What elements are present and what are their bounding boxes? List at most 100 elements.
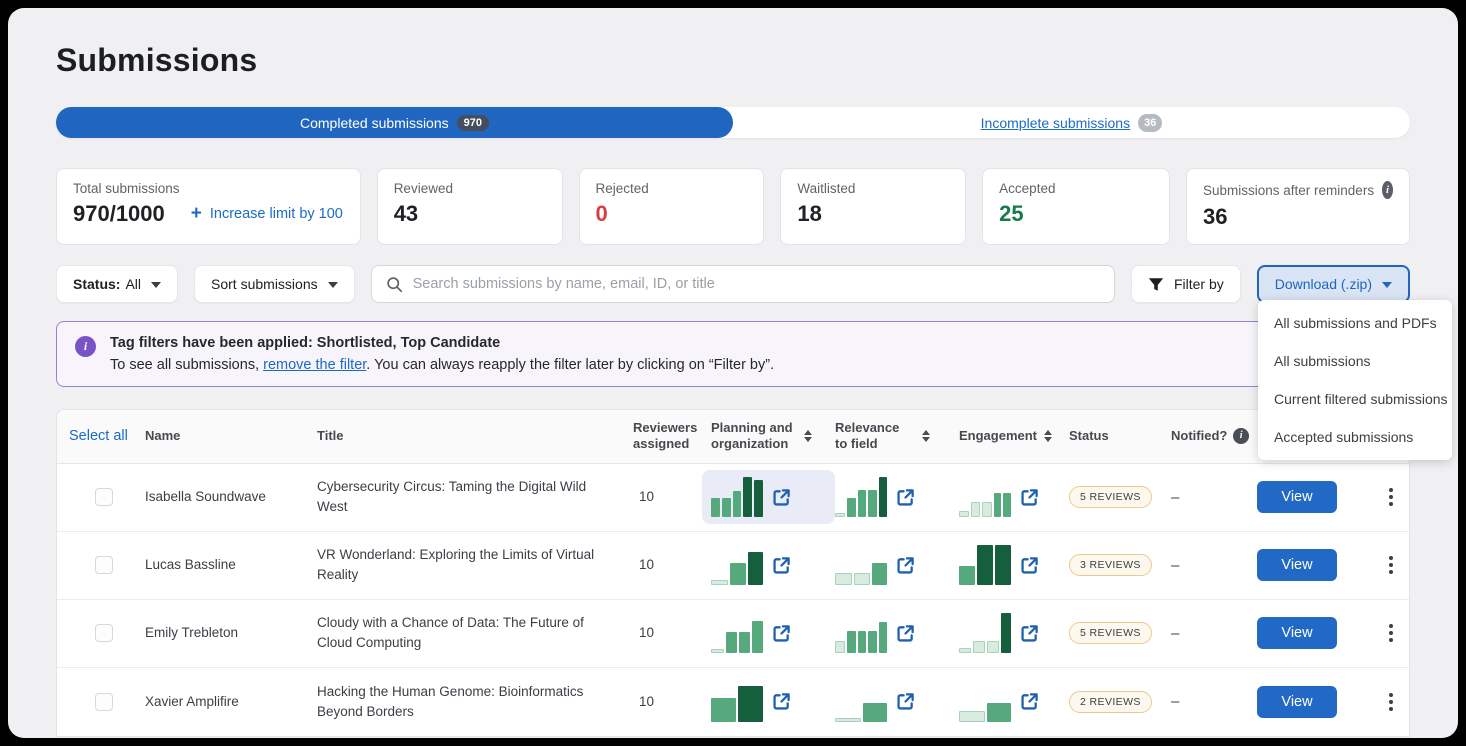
submission-title: Hacking the Human Genome: Bioinformatics…: [317, 682, 633, 721]
filter-by-button[interactable]: Filter by: [1131, 265, 1241, 303]
table-row: Lucas Bassline VR Wonderland: Exploring …: [57, 532, 1409, 600]
planning-organization-mini-bar-chart: [711, 613, 763, 653]
search-input[interactable]: [413, 276, 1100, 292]
relevance-to-field-chart: [835, 545, 959, 585]
view-button[interactable]: View: [1257, 617, 1337, 649]
stat-card-rejected: Rejected 0: [579, 168, 765, 245]
chart-bar: [959, 648, 971, 653]
header-engagement: Engagement: [959, 428, 1069, 444]
header-title: Title: [317, 428, 633, 444]
download-zip-button[interactable]: Download (.zip): [1257, 265, 1410, 303]
chart-bar: [959, 711, 985, 721]
kebab-menu-icon[interactable]: [1373, 484, 1409, 510]
kebab-menu-icon[interactable]: [1373, 689, 1409, 715]
header-reviewers-assigned: Reviewers assigned: [633, 420, 711, 453]
chart-bar: [835, 573, 852, 585]
menu-item-all-submissions-pdfs[interactable]: All submissions and PDFs: [1258, 304, 1452, 342]
row-checkbox[interactable]: [95, 693, 113, 711]
chart-bar: [868, 490, 876, 517]
chart-bar: [858, 631, 866, 653]
chart-bar: [858, 490, 866, 517]
relevance-to-field-mini-bar-chart: [835, 477, 887, 517]
relevance-to-field-mini-bar-chart: [835, 613, 887, 653]
chart-bar: [1003, 493, 1011, 517]
status-filter-dropdown[interactable]: Status: All: [56, 265, 178, 303]
view-button[interactable]: View: [1257, 686, 1337, 718]
view-button[interactable]: View: [1257, 549, 1337, 581]
tab-incomplete-submissions[interactable]: Incomplete submissions 36: [733, 107, 1410, 138]
external-link-icon[interactable]: [896, 624, 915, 643]
stat-card-total-submissions: Total submissions 970/1000 +Increase lim…: [56, 168, 361, 245]
planning-organization-chart: [711, 682, 835, 722]
info-icon[interactable]: i: [1233, 428, 1249, 444]
external-link-icon[interactable]: [772, 488, 791, 507]
row-checkbox[interactable]: [95, 488, 113, 506]
chart-bar: [739, 632, 750, 653]
sort-icon[interactable]: [922, 430, 930, 442]
external-link-icon[interactable]: [896, 488, 915, 507]
notified-value: –: [1171, 625, 1257, 642]
chart-bar: [711, 649, 724, 653]
submission-title: Cloudy with a Chance of Data: The Future…: [317, 613, 633, 652]
row-checkbox[interactable]: [95, 624, 113, 642]
external-link-icon[interactable]: [896, 556, 915, 575]
stat-value-total: 970/1000: [73, 201, 165, 227]
sort-icon[interactable]: [804, 430, 812, 442]
submission-title: VR Wonderland: Exploring the Limits of V…: [317, 545, 633, 584]
submission-name: Emily Trebleton: [145, 623, 317, 643]
engagement-mini-bar-chart: [959, 682, 1011, 722]
chart-bar: [879, 622, 887, 653]
chart-bar: [977, 545, 993, 585]
stat-card-reviewed: Reviewed 43: [377, 168, 563, 245]
submissions-table: Select all Name Title Reviewers assigned…: [56, 409, 1410, 737]
tag-filter-banner: i Tag filters have been applied: Shortli…: [56, 321, 1410, 387]
relevance-to-field-chart: [835, 682, 959, 722]
tab-completed-count-badge: 970: [457, 115, 489, 131]
menu-item-current-filtered[interactable]: Current filtered submissions: [1258, 380, 1452, 418]
sort-icon[interactable]: [1044, 430, 1052, 442]
menu-item-all-submissions[interactable]: All submissions: [1258, 342, 1452, 380]
external-link-icon[interactable]: [896, 692, 915, 711]
stat-card-accepted: Accepted 25: [982, 168, 1170, 245]
sort-submissions-dropdown[interactable]: Sort submissions: [194, 265, 355, 303]
stat-value-accepted: 25: [999, 201, 1153, 227]
select-all-link[interactable]: Select all: [57, 428, 145, 444]
kebab-menu-icon[interactable]: [1373, 620, 1409, 646]
chart-bar: [987, 641, 999, 653]
chart-bar: [726, 632, 737, 653]
engagement-mini-bar-chart: [959, 477, 1011, 517]
engagement-chart: [959, 613, 1069, 653]
funnel-icon: [1148, 277, 1164, 292]
planning-organization-chart: [711, 545, 835, 585]
chart-bar: [711, 698, 736, 721]
external-link-icon[interactable]: [1020, 556, 1039, 575]
kebab-menu-icon[interactable]: [1373, 552, 1409, 578]
remove-filter-link[interactable]: remove the filter: [263, 357, 366, 373]
planning-organization-mini-bar-chart: [711, 477, 763, 517]
info-icon[interactable]: i: [1382, 181, 1393, 199]
external-link-icon[interactable]: [772, 692, 791, 711]
stat-value-after-reminders: 36: [1203, 204, 1393, 230]
row-checkbox[interactable]: [95, 556, 113, 574]
external-link-icon[interactable]: [1020, 624, 1039, 643]
menu-item-accepted[interactable]: Accepted submissions: [1258, 418, 1452, 456]
external-link-icon[interactable]: [772, 556, 791, 575]
chart-bar: [982, 502, 992, 517]
tab-incomplete-label: Incomplete submissions: [981, 115, 1130, 131]
tab-completed-submissions[interactable]: Completed submissions 970: [56, 107, 733, 138]
reviewers-assigned-count: 10: [633, 692, 711, 712]
increase-limit-link[interactable]: +Increase limit by 100: [191, 203, 343, 225]
plus-icon: +: [191, 203, 202, 225]
table-body: Isabella Soundwave Cybersecurity Circus:…: [57, 464, 1409, 736]
view-button[interactable]: View: [1257, 481, 1337, 513]
screen-frame: Submissions Completed submissions 970 In…: [0, 0, 1466, 746]
stat-label: Total submissions: [73, 181, 344, 196]
header-relevance-to-field: Relevance to field: [835, 420, 959, 453]
external-link-icon[interactable]: [1020, 488, 1039, 507]
external-link-icon[interactable]: [1020, 692, 1039, 711]
engagement-mini-bar-chart: [959, 613, 1011, 653]
chevron-down-icon: [1382, 282, 1392, 288]
external-link-icon[interactable]: [772, 624, 791, 643]
chart-bar: [835, 718, 861, 721]
chart-bar: [752, 621, 763, 653]
